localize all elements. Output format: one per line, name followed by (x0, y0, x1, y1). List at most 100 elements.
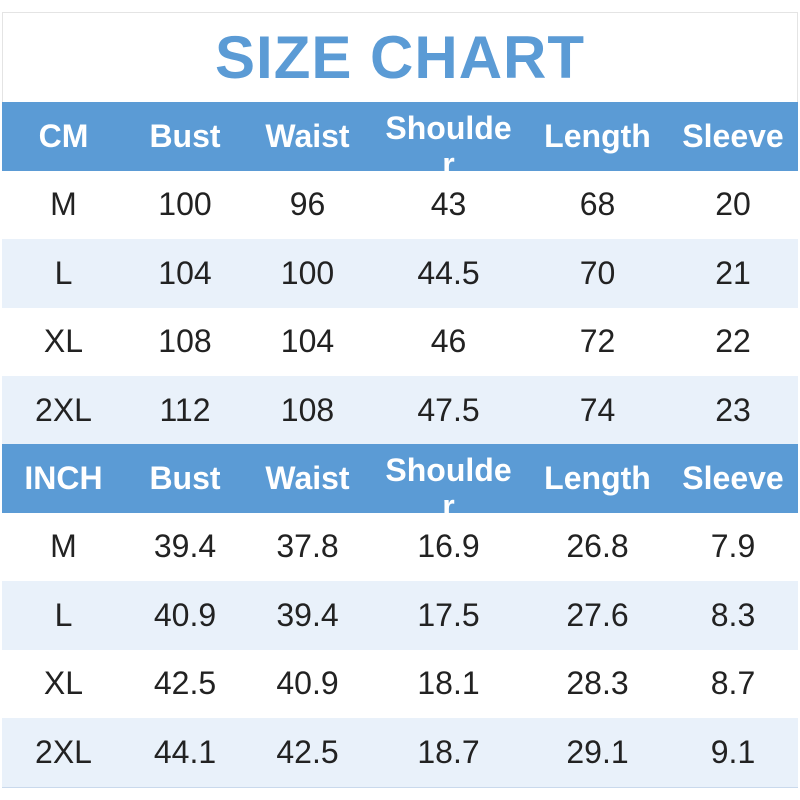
cell-text: XL (43, 665, 84, 702)
table-cell: 96 (245, 170, 370, 239)
table-cell: 42.5 (245, 718, 370, 787)
table-cell: 28.3 (527, 649, 668, 718)
cell-text: 40.9 (153, 596, 217, 633)
cell-text: 28.3 (566, 665, 629, 702)
table-cell: 44.5 (370, 239, 527, 308)
cell-text: Waist (265, 118, 350, 154)
header-cell: Waist (245, 102, 370, 171)
table-cell: L (2, 581, 125, 650)
cell-text: Sleeve (682, 460, 784, 496)
cell-text: Length (544, 460, 651, 496)
table-cell: 23 (668, 376, 798, 445)
cell-text: 70 (579, 254, 616, 291)
cell-text: Sleeve (682, 118, 784, 154)
cell-text: 46 (430, 323, 467, 360)
table-cell: XL (2, 307, 125, 376)
title-box: SIZE CHART (2, 12, 798, 102)
cell-text: 44.5 (417, 254, 480, 291)
table-cell: 20 (668, 170, 798, 239)
cell-text: 104 (280, 323, 335, 360)
header-cell: INCH (2, 444, 125, 513)
cell-text: 17.5 (417, 596, 480, 633)
table-cell: 18.1 (370, 649, 527, 718)
table-cell: 8.3 (668, 581, 798, 650)
header-cell: Bust (125, 102, 245, 171)
table-cell: 104 (125, 239, 245, 308)
header-cell: Shoulder (370, 444, 527, 513)
table-cell: 21 (668, 239, 798, 308)
cell-text: 18.1 (417, 665, 480, 702)
table-row: 2XL 112 108 47.5 74 23 (2, 375, 798, 445)
table-cell: 29.1 (527, 718, 668, 787)
table-row: M 39.4 37.8 16.9 26.8 7.9 (2, 512, 798, 581)
cell-text: 23 (715, 391, 751, 428)
table-row: 2XL 44.1 42.5 18.7 29.1 9.1 (2, 717, 798, 787)
table-cell: 68 (527, 170, 668, 239)
cell-text: 40.9 (276, 665, 339, 702)
header-cell: Bust (125, 444, 245, 513)
cell-text: 2XL (35, 733, 92, 770)
header-cell: Sleeve (668, 102, 798, 171)
cell-text: 2XL (35, 391, 92, 428)
cell-text: 72 (579, 323, 616, 360)
table-cell: 22 (668, 307, 798, 376)
cell-text: 26.8 (566, 528, 629, 565)
table-cell: 9.1 (668, 718, 798, 787)
cell-text: Waist (265, 460, 350, 496)
table-cell: XL (2, 649, 125, 718)
header-cell: Shoulder (370, 102, 527, 171)
cell-text: L (54, 254, 73, 291)
header-cell: Waist (245, 444, 370, 513)
table-row: XL 42.5 40.9 18.1 28.3 8.7 (2, 649, 798, 718)
table-cell: 2XL (2, 718, 125, 787)
cell-text: Shoulder (385, 110, 512, 171)
table-row: M 100 96 43 68 20 (2, 170, 798, 239)
table-cell: 104 (245, 307, 370, 376)
table-cell: 39.4 (245, 581, 370, 650)
cell-text: 18.7 (417, 733, 480, 770)
cell-text: 21 (715, 254, 751, 291)
table-row: L 104 100 44.5 70 21 (2, 238, 798, 308)
cell-text: Bust (149, 118, 221, 154)
cell-text: 42.5 (153, 665, 217, 702)
table-cell: 37.8 (245, 512, 370, 581)
table-row: XL 108 104 46 72 22 (2, 307, 798, 376)
header-cell: Length (527, 102, 668, 171)
table-cell: 16.9 (370, 512, 527, 581)
header-cell: Length (527, 444, 668, 513)
table-cell: 74 (527, 376, 668, 445)
cell-text: 27.6 (566, 596, 629, 633)
cell-text: 74 (579, 391, 616, 428)
table-cell: 70 (527, 239, 668, 308)
table-cell: 39.4 (125, 512, 245, 581)
cell-text: M (50, 528, 77, 565)
table-cell: 8.7 (668, 649, 798, 718)
cell-text: 68 (579, 186, 616, 223)
cell-text: 112 (159, 391, 211, 428)
cell-text: 16.9 (417, 528, 480, 565)
header-cell: CM (2, 102, 125, 171)
cell-text: 42.5 (276, 733, 339, 770)
cell-text: 29.1 (566, 733, 629, 770)
cell-text: 20 (715, 186, 751, 223)
table-cell: 112 (125, 376, 245, 445)
table-cell: 17.5 (370, 581, 527, 650)
cell-text: Shoulder (385, 452, 512, 513)
table-cell: 18.7 (370, 718, 527, 787)
cell-text: 96 (289, 186, 326, 223)
table-cell: 2XL (2, 376, 125, 445)
header-cell: Sleeve (668, 444, 798, 513)
cell-text: 9.1 (710, 733, 756, 770)
table-cell: L (2, 239, 125, 308)
table-cell: 108 (125, 307, 245, 376)
cell-text: 39.4 (153, 528, 217, 565)
table-cell: 100 (245, 239, 370, 308)
cell-text: 47.5 (417, 391, 480, 428)
cell-text: Length (544, 118, 651, 154)
header-row: INCH Bust Waist Shoulder Length Sleeve (2, 444, 798, 513)
table-row: L 40.9 39.4 17.5 27.6 8.3 (2, 580, 798, 650)
cell-text: 100 (280, 254, 335, 291)
cell-text: 100 (158, 186, 212, 223)
cell-text: 22 (715, 323, 751, 360)
